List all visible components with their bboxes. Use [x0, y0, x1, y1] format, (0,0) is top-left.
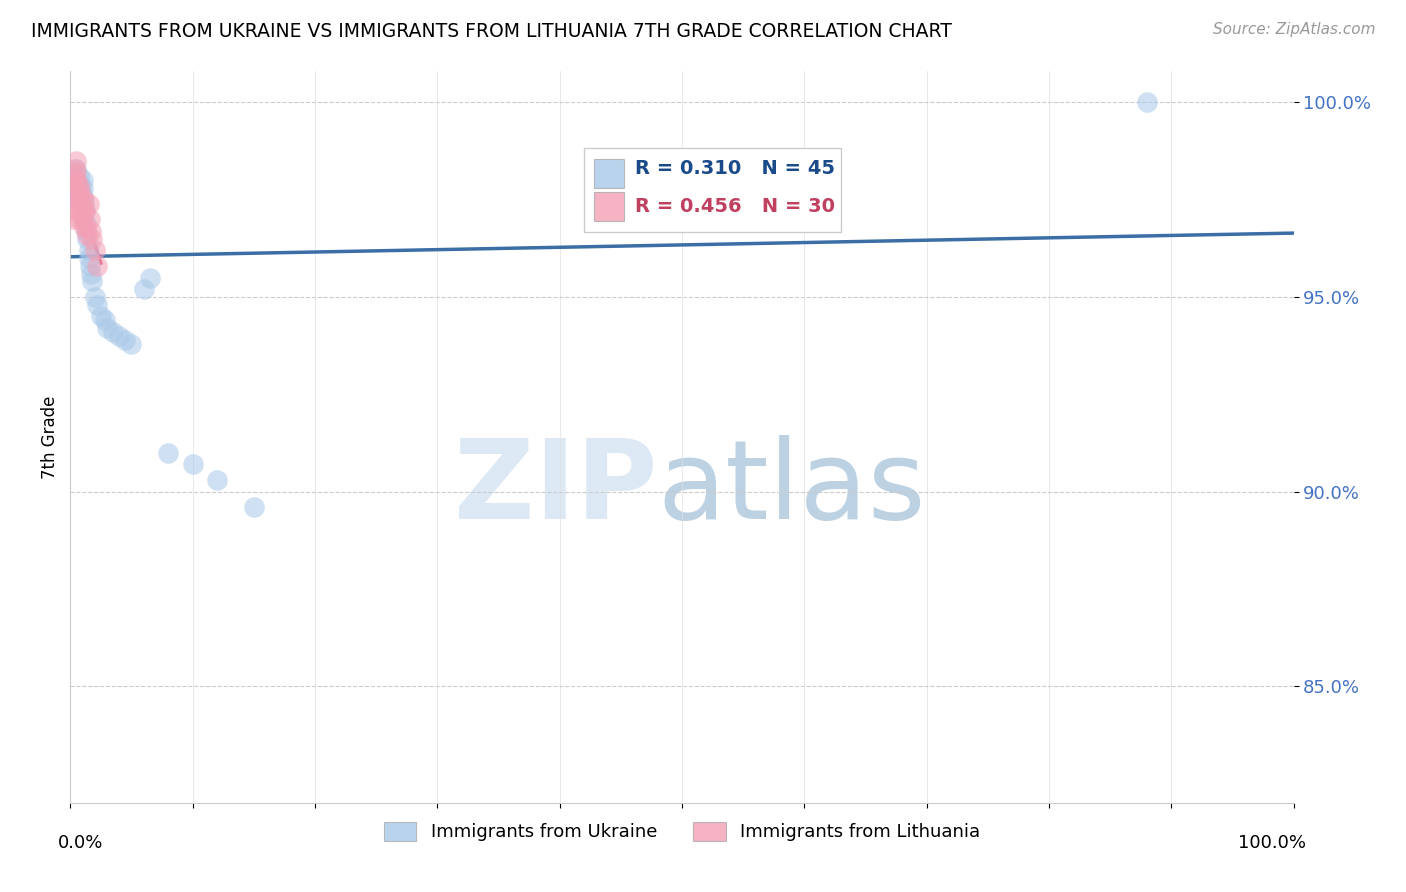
- Point: [86, 298, 108, 312]
- Point: [65, 161, 87, 176]
- Point: [77, 251, 100, 265]
- Point: [65, 189, 87, 203]
- Point: [67, 212, 90, 227]
- Point: [63, 173, 86, 187]
- Point: [65, 165, 87, 179]
- Y-axis label: 7th Grade: 7th Grade: [41, 395, 59, 479]
- Point: [73, 219, 96, 234]
- Point: [69, 181, 91, 195]
- Text: R = 0.310   N = 45: R = 0.310 N = 45: [636, 159, 835, 178]
- Point: [69, 189, 91, 203]
- Point: [73, 204, 96, 219]
- Point: [73, 196, 96, 211]
- Text: IMMIGRANTS FROM UKRAINE VS IMMIGRANTS FROM LITHUANIA 7TH GRADE CORRELATION CHART: IMMIGRANTS FROM UKRAINE VS IMMIGRANTS FR…: [31, 22, 952, 41]
- Point: [73, 193, 96, 207]
- Point: [121, 336, 143, 351]
- Point: [181, 458, 204, 472]
- Point: [83, 244, 105, 258]
- Legend: Immigrants from Ukraine, Immigrants from Lithuania: Immigrants from Ukraine, Immigrants from…: [377, 814, 987, 848]
- Point: [72, 189, 94, 203]
- Point: [67, 193, 90, 207]
- Point: [75, 224, 97, 238]
- Point: [63, 161, 86, 176]
- Point: [101, 325, 124, 339]
- Point: [76, 232, 98, 246]
- Point: [63, 193, 86, 207]
- Point: [66, 177, 89, 191]
- Point: [139, 270, 162, 285]
- Point: [157, 445, 180, 459]
- Point: [63, 181, 86, 195]
- Point: [108, 329, 131, 343]
- Text: 0.0%: 0.0%: [58, 834, 104, 852]
- Point: [63, 185, 86, 199]
- Point: [62, 193, 84, 207]
- Text: ZIP: ZIP: [454, 434, 658, 541]
- Point: [82, 275, 104, 289]
- Point: [90, 310, 112, 324]
- Point: [70, 196, 93, 211]
- Text: Source: ZipAtlas.com: Source: ZipAtlas.com: [1212, 22, 1375, 37]
- Point: [86, 259, 108, 273]
- Bar: [593, 159, 624, 188]
- Point: [72, 201, 94, 215]
- Point: [66, 181, 89, 195]
- Point: [65, 173, 87, 187]
- Point: [93, 313, 115, 327]
- Point: [243, 500, 266, 515]
- Point: [82, 232, 104, 246]
- Point: [70, 204, 93, 219]
- Point: [63, 165, 86, 179]
- Point: [80, 267, 103, 281]
- Point: [66, 185, 89, 199]
- Point: [63, 181, 86, 195]
- Point: [75, 216, 97, 230]
- Point: [67, 169, 90, 184]
- Point: [79, 212, 101, 227]
- Point: [76, 227, 98, 242]
- Point: [65, 153, 87, 168]
- Point: [72, 173, 94, 187]
- Text: atlas: atlas: [658, 434, 927, 541]
- Point: [79, 259, 101, 273]
- Point: [77, 244, 100, 258]
- Point: [132, 282, 155, 296]
- Point: [75, 219, 97, 234]
- Point: [63, 173, 86, 187]
- Point: [65, 177, 87, 191]
- Point: [62, 212, 84, 227]
- Text: R = 0.456   N = 30: R = 0.456 N = 30: [636, 197, 835, 216]
- Point: [70, 185, 93, 199]
- Point: [69, 196, 91, 211]
- Point: [1136, 95, 1159, 110]
- FancyBboxPatch shape: [583, 148, 841, 232]
- Point: [72, 181, 94, 195]
- Point: [80, 224, 103, 238]
- Bar: [593, 192, 624, 221]
- Point: [96, 321, 118, 335]
- Point: [67, 185, 90, 199]
- Point: [73, 204, 96, 219]
- Point: [83, 290, 105, 304]
- Point: [114, 333, 136, 347]
- Point: [66, 204, 89, 219]
- Point: [205, 473, 228, 487]
- Text: 100.0%: 100.0%: [1237, 834, 1306, 852]
- Point: [72, 212, 94, 227]
- Point: [66, 193, 89, 207]
- Point: [77, 196, 100, 211]
- Point: [69, 177, 91, 191]
- Point: [70, 189, 93, 203]
